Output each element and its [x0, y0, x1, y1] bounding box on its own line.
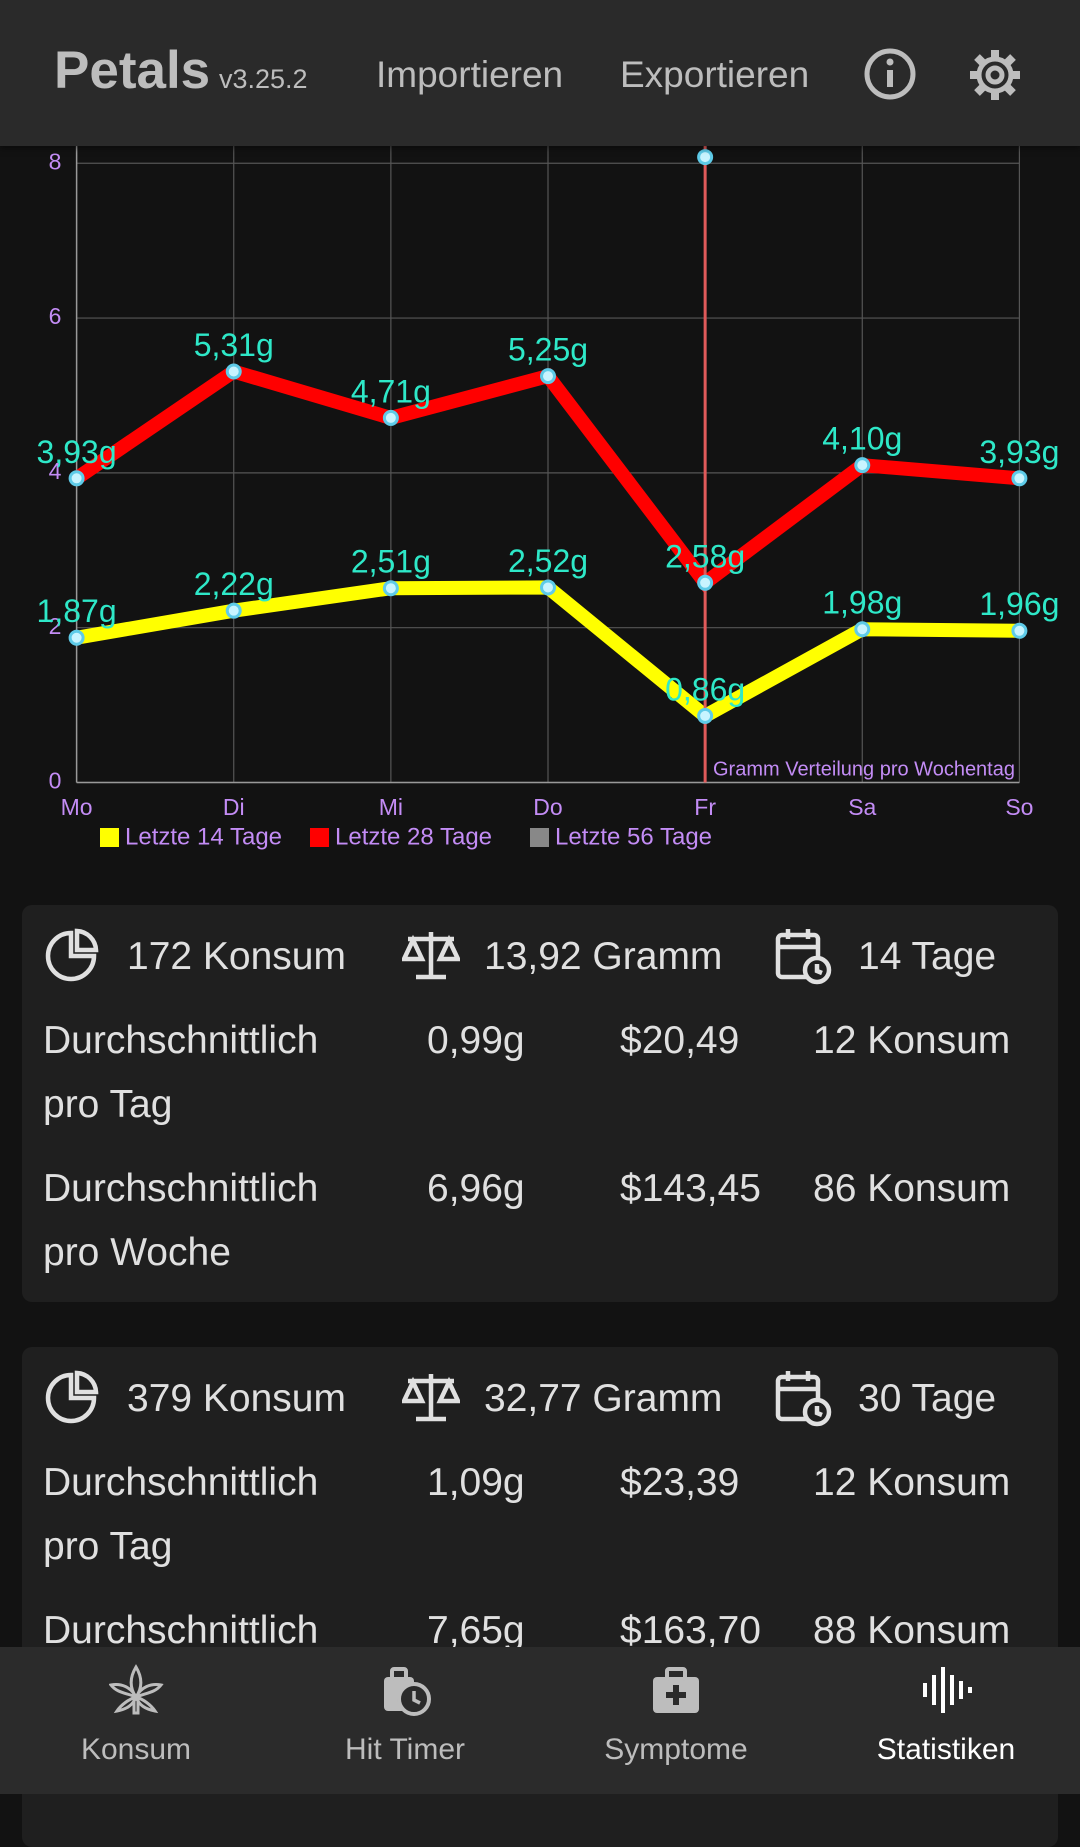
data-label: 0,86g	[665, 671, 745, 707]
data-point	[697, 707, 714, 724]
nav-label: Statistiken	[876, 1733, 1016, 1766]
data-point	[697, 574, 714, 591]
settings-icon[interactable]	[966, 46, 1024, 104]
legend-label: Letzte 56 Tage	[555, 823, 712, 850]
row-value: 88 Konsum	[813, 1609, 1011, 1652]
data-label: 5,31g	[194, 327, 274, 363]
data-point	[697, 149, 714, 166]
data-point	[854, 621, 871, 638]
data-point	[1011, 622, 1028, 639]
row-value: 12 Konsum	[813, 1019, 1011, 1062]
data-point	[540, 368, 556, 385]
data-point	[854, 457, 871, 474]
x-tick-label: Di	[223, 794, 245, 820]
nav-item[interactable]: Statistiken	[811, 1647, 1080, 1794]
import-button[interactable]: Importieren	[376, 54, 564, 95]
data-point	[382, 409, 399, 426]
row-label: Durchschnittlich pro Woche	[43, 1167, 319, 1274]
app-bar: Petals v3.25.2 Importieren Exportieren	[0, 0, 1080, 146]
y-tick-label: 8	[49, 148, 62, 174]
data-point	[68, 470, 85, 487]
data-label: 1,87g	[37, 593, 117, 629]
nav-item[interactable]: Symptome	[541, 1647, 811, 1794]
summary-text: 13,92 Gramm	[484, 935, 723, 978]
data-label: 4,71g	[351, 373, 431, 409]
nav-label: Konsum	[80, 1733, 192, 1766]
legend-swatch	[530, 828, 549, 847]
bottom-navigation: Konsum Hit Timer Symptome Statistiken	[0, 1647, 1080, 1794]
summary-text: 32,77 Gramm	[484, 1377, 723, 1420]
data-label: 2,58g	[665, 538, 745, 574]
summary-text: 379 Konsum	[127, 1377, 346, 1420]
nav-label: Symptome	[604, 1733, 748, 1766]
nav-icon	[653, 1667, 699, 1713]
data-label: 4,10g	[822, 421, 902, 457]
row-value: $143,45	[620, 1167, 761, 1210]
x-tick-label: Mo	[61, 794, 93, 820]
row-value: 6,96g	[427, 1167, 525, 1210]
data-label: 3,93g	[979, 434, 1059, 470]
nav-icon	[384, 1667, 431, 1716]
data-label: 1,96g	[979, 586, 1059, 622]
x-tick-label: Do	[533, 794, 562, 820]
calendar-icon	[775, 929, 832, 985]
data-point	[382, 580, 399, 597]
legend-swatch	[100, 828, 119, 847]
legend-label: Letzte 28 Tage	[335, 823, 492, 850]
nav-icon	[109, 1664, 164, 1715]
row-value: $20,49	[620, 1019, 740, 1062]
app-title: Petals	[54, 41, 211, 100]
pie-icon	[45, 1370, 99, 1424]
x-tick-label: Sa	[848, 794, 876, 820]
legend-label: Letzte 14 Tage	[125, 823, 282, 850]
data-point	[1011, 470, 1028, 487]
app-version: v3.25.2	[219, 64, 308, 94]
data-label: 2,52g	[508, 543, 588, 579]
legend-swatch	[310, 828, 329, 847]
row-value: 1,09g	[427, 1461, 525, 1504]
scale-icon	[402, 932, 460, 980]
row-label: Durchschnittlich pro Tag	[43, 1019, 319, 1126]
y-tick-label: 6	[49, 303, 62, 329]
scale-icon	[402, 1374, 460, 1422]
data-point	[225, 363, 242, 380]
row-value: 0,99g	[427, 1019, 525, 1062]
calendar-icon	[775, 1371, 832, 1427]
y-tick-label: 4	[49, 458, 62, 484]
x-tick-label: Mi	[379, 794, 403, 820]
nav-label: Hit Timer	[345, 1733, 465, 1766]
y-tick-label: 0	[49, 768, 62, 794]
chart: 0 2 4 6 8 Mo Di Mi Do Fr Sa So Gramm Verteilung pro …	[37, 146, 1059, 850]
x-tick-label: So	[1005, 794, 1033, 820]
data-point	[225, 602, 242, 619]
row-value: 7,65g	[427, 1609, 525, 1652]
data-label: 1,98g	[822, 585, 902, 621]
data-label: 2,51g	[351, 544, 431, 580]
info-icon[interactable]	[862, 46, 918, 102]
stats-card: 172 Konsum 13,92 Gramm 14 Tage Durchschnitt…	[22, 905, 1058, 1302]
export-button[interactable]: Exportieren	[620, 54, 810, 95]
data-point	[68, 629, 85, 646]
row-label: Durchschnittlich pro Tag	[43, 1461, 319, 1568]
data-label: 2,22g	[194, 566, 274, 602]
y-tick-label: 2	[49, 613, 62, 639]
chart-title: Gramm Verteilung pro Wochentag	[713, 758, 1015, 780]
summary-text: 30 Tage	[858, 1377, 997, 1420]
summary-text: 14 Tage	[858, 935, 997, 978]
nav-item[interactable]: Konsum	[1, 1647, 271, 1794]
data-label: 5,25g	[508, 332, 588, 368]
summary-text: 172 Konsum	[127, 935, 346, 978]
data-label: 3,93g	[37, 434, 117, 470]
x-tick-label: Fr	[694, 794, 716, 820]
data-point	[540, 579, 556, 596]
row-value: $23,39	[620, 1461, 740, 1504]
row-value: 86 Konsum	[813, 1167, 1011, 1210]
row-value: $163,70	[620, 1609, 761, 1652]
nav-icon	[923, 1667, 972, 1713]
nav-item[interactable]: Hit Timer	[270, 1647, 540, 1794]
row-value: 12 Konsum	[813, 1461, 1011, 1504]
pie-icon	[45, 928, 99, 982]
